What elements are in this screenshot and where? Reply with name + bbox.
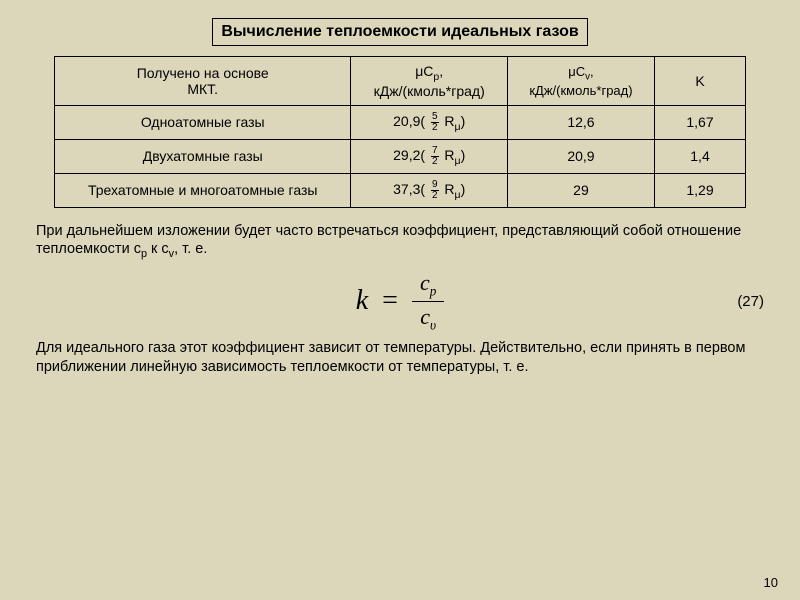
equation-number: (27) [737,293,764,310]
cell-cp: 29,2( 72 Rμ) [351,139,507,173]
table-row: Одноатомные газы20,9( 52 Rμ)12,61,67 [55,105,746,139]
table-row: Трехатомные и многоатомные газы37,3( 92 … [55,173,746,207]
th-cp-tail: , [439,63,443,79]
cell-k: 1,29 [655,173,746,207]
eq-num-sub: p [430,283,437,298]
page-number: 10 [764,575,778,590]
eq-den-sub: υ [430,317,436,332]
eq-lhs: k [356,285,368,317]
cell-name: Двухатомные газы [55,139,351,173]
eq-den-sym: c [420,304,430,329]
th-cv-tail: , [590,64,594,79]
th-cv-unit: кДж/(кмоль*град) [529,83,632,98]
para1-c: , т. е. [174,241,207,257]
th-cv-sym: μC [568,64,585,79]
title-text: Вычисление теплоемкости идеальных газов [221,23,578,40]
cell-cp: 20,9( 52 Rμ) [351,105,507,139]
cell-cp: 37,3( 92 Rμ) [351,173,507,207]
equation-row: k = cp cυ (27) [36,271,764,331]
th-basis: Получено на основе МКТ. [55,57,351,106]
cell-name: Трехатомные и многоатомные газы [55,173,351,207]
para1-b: к c [147,241,169,257]
th-basis-l1: Получено на основе [137,65,269,81]
th-basis-l2: МКТ. [187,81,218,97]
eq-fraction: cp cυ [412,270,444,334]
th-k-text: K [695,73,704,89]
paragraph-2: Для идеального газа этот коэффициент зав… [36,339,764,375]
cell-cv: 12,6 [507,105,654,139]
table-header-row: Получено на основе МКТ. μCp, кДж/(кмоль*… [55,57,746,106]
cell-cv: 29 [507,173,654,207]
th-k: K [655,57,746,106]
paragraph-1: При дальнейшем изложении будет часто вст… [36,222,764,262]
heat-capacity-table: Получено на основе МКТ. μCp, кДж/(кмоль*… [54,56,746,208]
eq-num-sym: c [420,270,430,295]
cell-cv: 20,9 [507,139,654,173]
page-title: Вычисление теплоемкости идеальных газов [212,18,587,46]
para2-text: Для идеального газа этот коэффициент зав… [36,340,745,374]
eq-sign: = [382,285,398,317]
th-cp-sym: μC [415,63,433,79]
cell-k: 1,4 [655,139,746,173]
table-row: Двухатомные газы29,2( 72 Rμ)20,91,4 [55,139,746,173]
th-cp-unit: кДж/(кмоль*град) [374,83,485,99]
th-cp: μCp, кДж/(кмоль*град) [351,57,507,106]
cell-k: 1,67 [655,105,746,139]
cell-name: Одноатомные газы [55,105,351,139]
equation-27: k = cp cυ [356,270,445,334]
th-cv: μCv, кДж/(кмоль*град) [507,57,654,106]
